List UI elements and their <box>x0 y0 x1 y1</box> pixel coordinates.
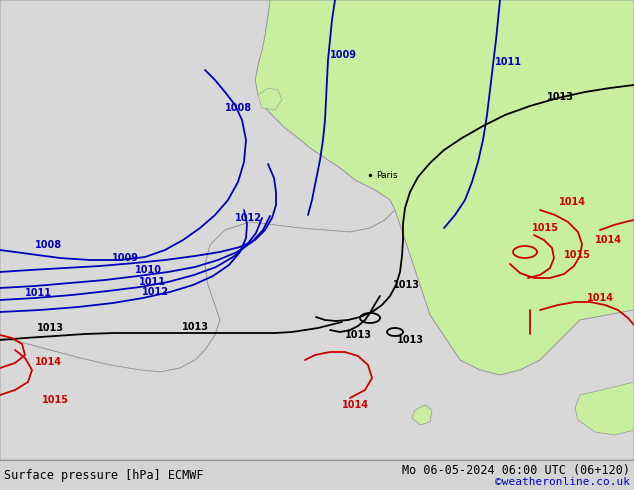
Text: 1008: 1008 <box>34 240 61 250</box>
Text: 1013: 1013 <box>547 92 574 102</box>
Text: 1014: 1014 <box>586 293 614 303</box>
Text: 1011: 1011 <box>495 57 522 67</box>
Text: Mo 06-05-2024 06:00 UTC (06+120): Mo 06-05-2024 06:00 UTC (06+120) <box>402 464 630 476</box>
Polygon shape <box>258 88 282 110</box>
Text: 1015: 1015 <box>564 250 590 260</box>
Text: 1014: 1014 <box>595 235 621 245</box>
Text: 1009: 1009 <box>330 50 356 60</box>
Text: 1011: 1011 <box>138 277 165 287</box>
Text: 1013: 1013 <box>392 280 420 290</box>
Bar <box>0 460 634 490</box>
Text: 1013: 1013 <box>344 330 372 340</box>
Polygon shape <box>0 0 395 372</box>
Text: 1012: 1012 <box>141 287 169 297</box>
Polygon shape <box>255 0 634 375</box>
Text: 1011: 1011 <box>25 288 51 298</box>
Text: Surface pressure [hPa] ECMWF: Surface pressure [hPa] ECMWF <box>4 468 204 482</box>
Text: 1013: 1013 <box>37 323 63 333</box>
Text: Paris: Paris <box>376 171 398 179</box>
Text: ©weatheronline.co.uk: ©weatheronline.co.uk <box>495 477 630 487</box>
Text: 1013: 1013 <box>396 335 424 345</box>
Polygon shape <box>412 405 432 425</box>
Polygon shape <box>575 382 634 435</box>
Text: 1014: 1014 <box>34 357 61 367</box>
Text: 1012: 1012 <box>235 213 261 223</box>
Polygon shape <box>0 210 634 460</box>
Text: 1014: 1014 <box>559 197 586 207</box>
Text: 1015: 1015 <box>41 395 68 405</box>
Text: 1015: 1015 <box>531 223 559 233</box>
Text: 1014: 1014 <box>342 400 368 410</box>
Text: 1013: 1013 <box>181 322 209 332</box>
Text: 1009: 1009 <box>112 253 138 263</box>
Text: 1010: 1010 <box>134 265 162 275</box>
Text: 1008: 1008 <box>224 103 252 113</box>
